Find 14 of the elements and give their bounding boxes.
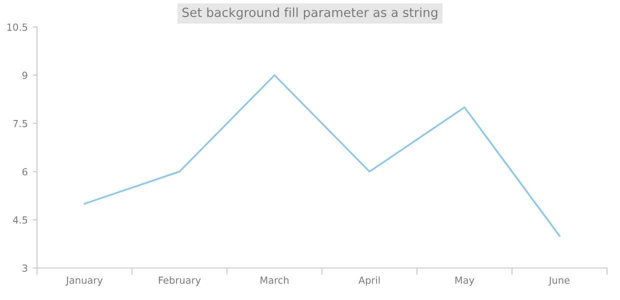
- x-tick-label: March: [260, 276, 288, 284]
- y-tick-label: 7.5: [13, 120, 28, 128]
- chart-title: Set background fill parameter as a string: [182, 7, 438, 20]
- y-tick-label: 3: [22, 264, 28, 272]
- x-tick-label: May: [455, 276, 474, 286]
- y-tick-label: 6: [22, 168, 28, 176]
- x-tick-label: February: [158, 276, 201, 286]
- y-tick-label: 9: [22, 72, 28, 80]
- x-tick-label: January: [66, 276, 103, 286]
- y-tick-label: 10.5: [7, 23, 28, 31]
- x-tick-label: April: [358, 276, 380, 286]
- line-series: [84, 74, 560, 237]
- y-tick-label: 4.5: [12, 216, 28, 224]
- x-tick-label: June: [548, 276, 570, 286]
